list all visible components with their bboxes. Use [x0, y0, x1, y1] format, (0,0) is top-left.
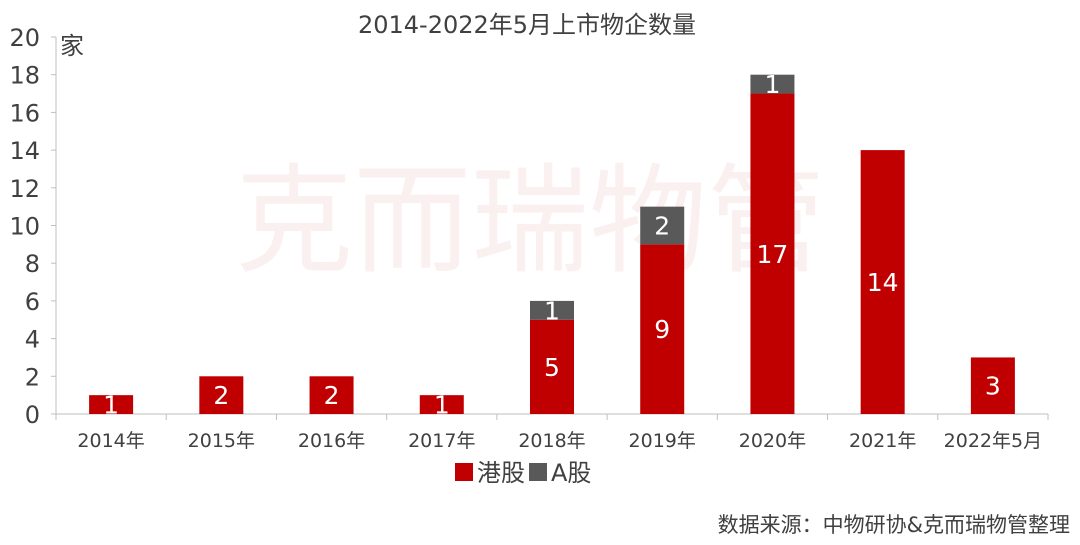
bar-a-share [640, 206, 685, 245]
bar-hk [860, 150, 905, 414]
bar-value-label: 14 [867, 268, 899, 297]
legend-swatch [455, 463, 473, 481]
bar-hk [750, 93, 795, 415]
y-tick-label: 18 [9, 62, 40, 90]
bar-hk [530, 319, 574, 414]
bar-value-label: 1 [103, 391, 119, 420]
bar-value-label: 2 [324, 381, 340, 410]
bar-a-share [750, 74, 795, 94]
bar-hk [640, 244, 685, 414]
legend: 港股 A股 [455, 459, 591, 487]
y-tick-label: 14 [9, 137, 40, 165]
legend-label: 港股 [477, 459, 525, 487]
x-tick-label: 2014年 [77, 430, 144, 452]
y-tick-label: 4 [25, 326, 40, 354]
y-tick-label: 2 [25, 363, 40, 391]
y-tick-label: 6 [25, 288, 40, 316]
bar-value-label: 1 [434, 391, 450, 420]
x-tick-label: 2017年 [408, 430, 475, 452]
bar-hk [419, 395, 464, 414]
x-tick-label: 2018年 [518, 430, 585, 452]
bar-value-label: 2 [213, 381, 229, 410]
x-tick-label: 2020年 [739, 430, 806, 452]
x-tick-label: 2022年5月 [944, 430, 1042, 452]
bar-hk [309, 376, 354, 414]
bar-a-share [530, 300, 574, 320]
data-source-note: 数据来源：中物研协&克而瑞物管整理 [717, 513, 1070, 537]
bar-hk [970, 357, 1015, 414]
y-tick-label: 20 [9, 24, 40, 52]
x-tick-label: 2021年 [849, 430, 916, 452]
x-tick-label: 2019年 [629, 430, 696, 452]
legend-swatch [529, 463, 547, 481]
legend-label: A股 [551, 459, 591, 487]
bar-hk [89, 395, 134, 414]
bar-value-label: 1 [544, 296, 560, 325]
y-tick-label: 8 [25, 250, 40, 278]
bar-value-label: 3 [985, 372, 1001, 401]
bar-value-label: 2 [654, 212, 670, 241]
y-tick-label: 12 [9, 175, 40, 203]
bar-value-label: 17 [757, 240, 789, 269]
bar-value-label: 1 [764, 70, 780, 99]
bar-hk [199, 376, 244, 414]
y-tick-label: 16 [9, 99, 40, 127]
watermark: 克而瑞物管 [235, 152, 825, 290]
y-tick-label: 10 [9, 213, 40, 241]
bar-value-label: 9 [654, 315, 670, 344]
chart-title: 2014-2022年5月上市物企数量 [358, 11, 696, 39]
x-tick-label: 2016年 [298, 430, 365, 452]
x-tick-label: 2015年 [188, 430, 255, 452]
y-tick-label: 0 [25, 401, 40, 429]
bar-value-label: 5 [544, 353, 560, 382]
y-axis-label: 家 [60, 32, 84, 60]
